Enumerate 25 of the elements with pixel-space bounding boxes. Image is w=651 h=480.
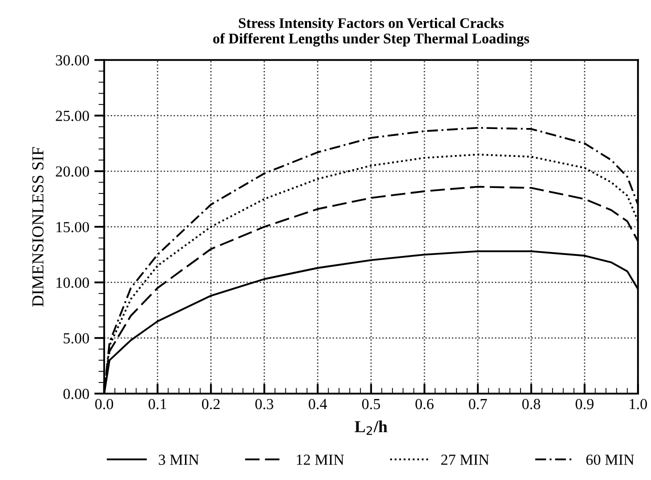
legend-label: 27 MIN xyxy=(441,454,490,465)
x-axis-title: L$_{2}$/h xyxy=(354,420,388,435)
x-tick-label: 0.5 xyxy=(362,398,380,410)
y-tick-label: 20.00 xyxy=(56,166,89,177)
x-tick-label: 0.3 xyxy=(255,398,274,410)
y-tick-label: 5.00 xyxy=(64,333,89,344)
chart-title: Stress Intensity Factors on Vertical Cracks of Different Lengths under Step Thermal Loadings xyxy=(213,18,530,47)
x-tick-label: 0.2 xyxy=(202,398,220,410)
x-tick-label: 1.0 xyxy=(630,398,647,410)
legend-label: 3 MIN xyxy=(158,454,199,465)
y-tick-label: 30.00 xyxy=(56,55,89,66)
x-tick-label: 0.4 xyxy=(308,398,327,410)
y-tick-label: 15.00 xyxy=(56,222,89,232)
x-tick-label: 0.1 xyxy=(148,398,166,410)
x-tick-label: 0.7 xyxy=(468,398,487,410)
y-tick-label: 25.00 xyxy=(56,110,89,122)
x-tick-label: 0.6 xyxy=(415,398,434,410)
x-tick-label: 0.0 xyxy=(95,398,114,410)
x-tick-label: 0.9 xyxy=(576,398,594,410)
legend-label: 60 MIN xyxy=(586,454,634,465)
y-axis-title: DIMENSIONLESS SIF xyxy=(32,147,44,307)
y-tick-label: 0.00 xyxy=(63,388,89,400)
x-tick-label: 0.8 xyxy=(522,398,540,410)
legend-label: 12 MIN xyxy=(296,454,344,465)
y-tick-label: 10.00 xyxy=(56,278,89,288)
